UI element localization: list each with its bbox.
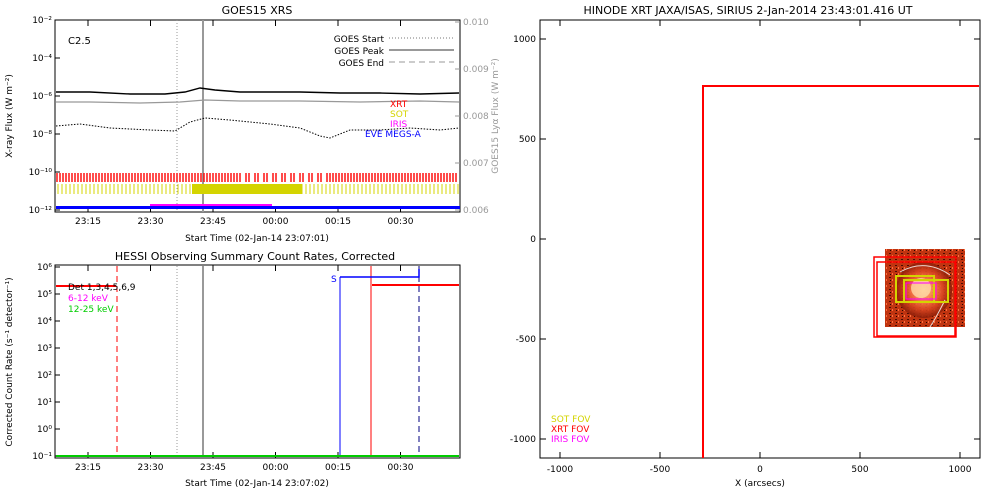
hessi-y-tick-label: 10² — [37, 371, 52, 381]
hessi-time-tick-label: 23:45 — [200, 463, 226, 473]
hessi-legend-12-25: 12-25 keV — [68, 305, 114, 315]
hinode-fov-legend: SOT FOV XRT FOV IRIS FOV — [551, 415, 591, 445]
xrt-small-fov-2 — [876, 261, 956, 337]
hessi-red-rate-line — [56, 284, 459, 287]
goes-legend-peak: GOES Peak — [334, 47, 384, 57]
hinode-panel: HINODE XRT JAXA/ISAS, SIRIUS 2-Jan-2014 … — [510, 4, 981, 489]
goes-time-tick-label: 00:15 — [325, 217, 351, 227]
xrt-coverage — [56, 173, 457, 182]
hessi-legend-6-12: 6-12 keV — [68, 294, 109, 304]
hinode-legend-iris: IRIS FOV — [551, 435, 590, 445]
goes-xlabel: Start Time (02-Jan-14 23:07:01) — [185, 234, 329, 244]
xrt-large-fov — [702, 85, 979, 458]
hessi-y-tick-label: 10⁶ — [37, 263, 52, 273]
hessi-y-axis: 10⁶ 10⁵ 10⁴ 10³ 10² 10¹ 10⁰ 10⁻¹ — [32, 263, 60, 462]
goes-ylabel-left: X-ray Flux (W m⁻²) — [5, 74, 15, 158]
hessi-s-marker: S — [331, 275, 337, 285]
goes-left-tick-label: 10⁻⁸ — [32, 130, 52, 140]
goes-ylabel-right: GOES15 Lyα Flux (W m⁻²) — [491, 58, 501, 174]
goes-short-channel-line — [55, 117, 460, 139]
hinode-xlabel: X (arcsecs) — [735, 479, 785, 489]
goes-left-tick-label: 10⁻⁴ — [32, 54, 52, 64]
goes-left-tick-label: 10⁻² — [32, 16, 52, 26]
goes-right-tick-label: 0.010 — [463, 18, 489, 28]
hessi-y-tick-label: 10⁻¹ — [32, 452, 52, 462]
sot-coverage — [57, 184, 459, 194]
eve-coverage — [56, 206, 460, 209]
goes-time-tick-label: 00:00 — [263, 217, 289, 227]
hessi-ylabel: Corrected Count Rate (s⁻¹ detector⁻¹) — [5, 277, 15, 446]
hessi-plot-frame — [54, 264, 461, 459]
goes-time-tick-label: 23:30 — [138, 217, 164, 227]
legend-eve: EVE MEGS-A — [365, 130, 422, 140]
sot-bar-dense — [192, 184, 302, 194]
hinode-x-tick-label: 500 — [851, 465, 868, 475]
goes-time-tick-label: 23:45 — [200, 217, 226, 227]
hessi-time-tick-label: 00:00 — [263, 463, 289, 473]
goes-long-channel-line — [56, 87, 460, 95]
hinode-x-tick-label: -500 — [650, 465, 671, 475]
goes-right-tick-label: 0.008 — [463, 112, 489, 122]
hinode-x-axis: -1000 -500 0 500 1000 — [547, 20, 972, 475]
legend-iris: IRIS — [390, 120, 408, 130]
goes-title: GOES15 XRS — [222, 4, 293, 17]
goes-time-tick-label: 23:15 — [75, 217, 101, 227]
hessi-time-axis: 23:15 23:30 23:45 00:00 00:15 00:30 — [75, 265, 414, 473]
goes-right-tick-label: 0.009 — [463, 65, 489, 75]
goes-legend-end: GOES End — [339, 59, 384, 69]
hinode-x-tick-label: -1000 — [547, 465, 573, 475]
goes-legend: GOES Start GOES Peak GOES End — [334, 35, 454, 69]
goes-panel: GOES15 XRS C2.5 10⁻²10⁻⁴10⁻⁶10⁻⁸10⁻¹⁰10⁻… — [5, 4, 501, 244]
hessi-y-tick-label: 10¹ — [37, 398, 52, 408]
hessi-panel: HESSI Observing Summary Count Rates, Cor… — [5, 250, 461, 489]
goes-left-tick-label: 10⁻¹⁰ — [29, 168, 53, 178]
hessi-legend-det: Det 1,3,4,5,6,9 — [68, 283, 136, 293]
hinode-legend-sot: SOT FOV — [551, 415, 591, 425]
hinode-legend-xrt: XRT FOV — [551, 425, 590, 435]
hessi-xlabel: Start Time (02-Jan-14 23:07:02) — [185, 479, 329, 489]
hinode-y-tick-label: 0 — [530, 235, 536, 245]
hessi-y-tick-label: 10⁰ — [37, 425, 52, 435]
hinode-x-tick-label: 1000 — [949, 465, 972, 475]
hinode-y-tick-label: 1000 — [513, 35, 536, 45]
goes-right-tick-label: 0.006 — [463, 206, 489, 216]
hinode-y-axis: 1000 500 0 -500 -1000 — [510, 35, 980, 445]
goes-right-tick-label: 0.007 — [463, 159, 489, 169]
hessi-time-tick-label: 23:15 — [75, 463, 101, 473]
goes-lya-line — [56, 99, 460, 104]
hinode-title: HINODE XRT JAXA/ISAS, SIRIUS 2-Jan-2014 … — [584, 4, 913, 17]
goes-flare-class: C2.5 — [68, 36, 91, 47]
goes-left-tick-label: 10⁻¹² — [29, 206, 53, 216]
hinode-y-tick-label: 500 — [519, 135, 536, 145]
hessi-time-tick-label: 00:30 — [388, 463, 414, 473]
iris-fov — [905, 282, 937, 300]
hinode-y-tick-label: -1000 — [510, 435, 536, 445]
hessi-legend: Det 1,3,4,5,6,9 6-12 keV 12-25 keV — [68, 283, 136, 315]
goes-left-axis: 10⁻² 10⁻⁴ 10⁻⁶ 10⁻⁸ 10⁻¹⁰ 10⁻¹² — [29, 16, 60, 216]
goes-time-axis: 23:15 23:30 23:45 00:00 00:15 00:30 — [75, 20, 414, 227]
legend-sot: SOT — [390, 110, 409, 120]
goes-time-tick-label: 00:30 — [388, 217, 414, 227]
hessi-title: HESSI Observing Summary Count Rates, Cor… — [115, 250, 395, 263]
hinode-y-tick-label: -500 — [516, 335, 537, 345]
hessi-y-tick-label: 10³ — [37, 344, 52, 354]
goes-right-axis: 0.010 0.009 0.008 0.007 0.006 — [455, 18, 489, 216]
instrument-legend: XRT SOT IRIS EVE MEGS-A — [365, 100, 422, 140]
xrt-small-fov-1 — [873, 256, 957, 338]
hessi-time-tick-label: 23:30 — [138, 463, 164, 473]
hessi-time-tick-label: 00:15 — [325, 463, 351, 473]
sot-fov-2 — [903, 279, 949, 303]
hinode-x-tick-label: 0 — [757, 465, 763, 475]
hessi-y-tick-label: 10⁴ — [37, 317, 52, 327]
legend-xrt: XRT — [390, 100, 408, 110]
goes-left-tick-label: 10⁻⁶ — [32, 92, 52, 102]
goes-legend-start: GOES Start — [334, 35, 385, 45]
hessi-y-tick-label: 10⁵ — [37, 290, 52, 300]
